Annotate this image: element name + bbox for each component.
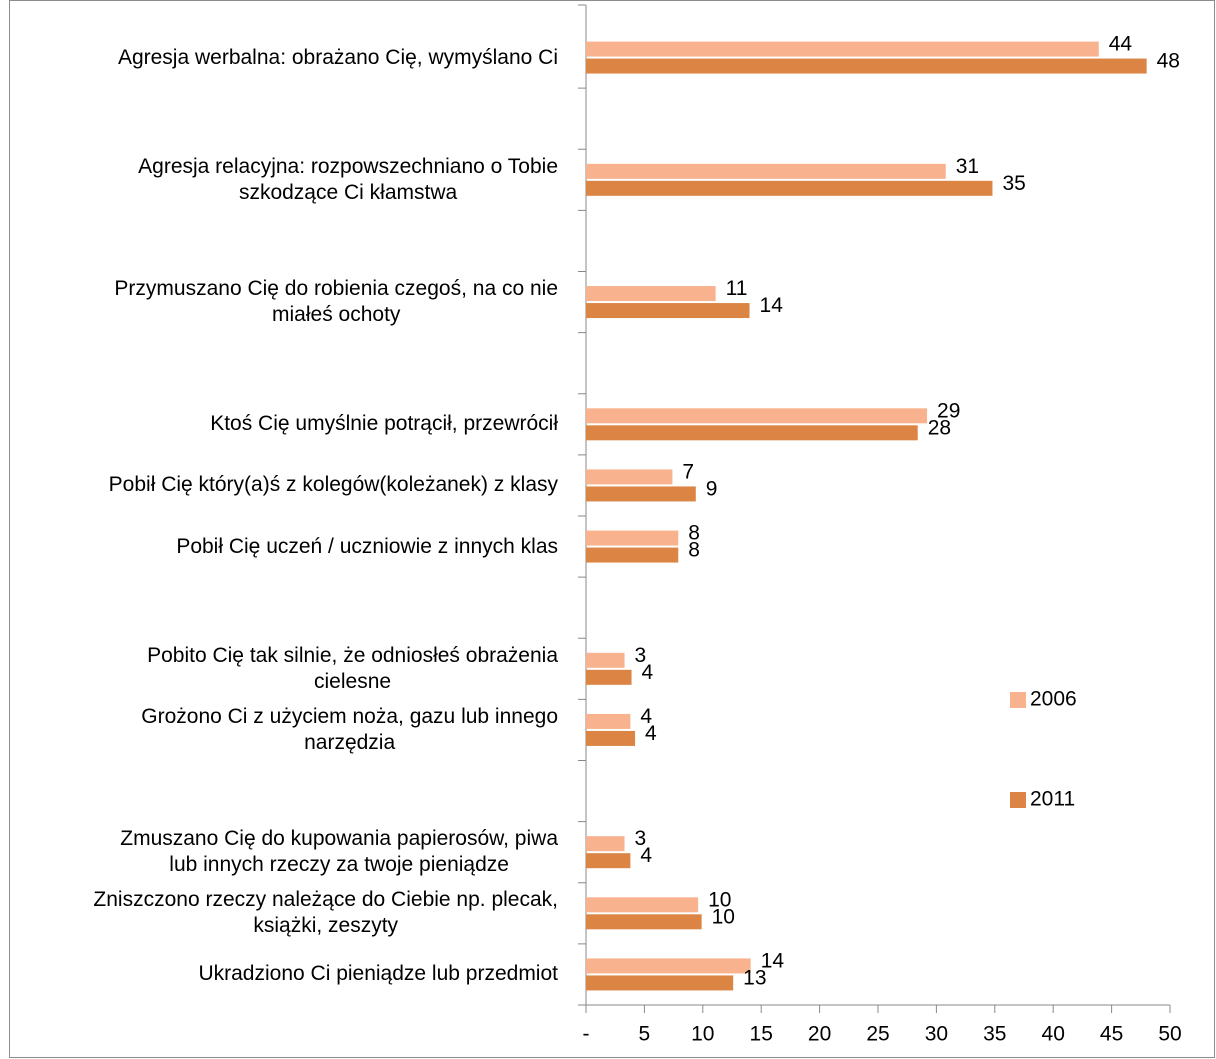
category-label: Grożono Ci z użyciem noża, gazu lub inne… [141, 704, 558, 754]
category-label: Ktoś Cię umyślnie potrącił, przewrócił [210, 412, 558, 436]
bar [586, 303, 750, 319]
value-label: 4 [645, 722, 657, 745]
x-tick-label: 45 [1100, 1023, 1123, 1046]
x-tick-label: 30 [925, 1023, 948, 1046]
value-label: 13 [743, 966, 766, 989]
x-tick-label: 40 [1042, 1023, 1065, 1046]
bar [586, 652, 625, 668]
bar [586, 180, 993, 196]
bar [586, 530, 679, 546]
category-label: Przymuszano Cię do robienia czegoś, na c… [114, 277, 558, 327]
value-label: 4 [642, 661, 654, 684]
bar [586, 713, 631, 729]
legend-swatch [1010, 792, 1026, 808]
bar [586, 730, 636, 746]
bar [586, 41, 1099, 57]
x-tick-label: 50 [1158, 1023, 1181, 1046]
value-label: 35 [1002, 172, 1025, 195]
bar [586, 975, 734, 991]
x-tick-label: 25 [866, 1023, 889, 1046]
bar [586, 286, 716, 302]
x-tick-label: 15 [750, 1023, 773, 1046]
value-label: 4 [640, 705, 652, 728]
category-label: Agresja werbalna: obrażano Cię, wymyślan… [117, 45, 558, 69]
value-label: 10 [712, 905, 735, 928]
bar [586, 836, 625, 852]
x-tick-label: 20 [808, 1023, 831, 1046]
value-label: 14 [761, 949, 785, 972]
value-label: 48 [1157, 50, 1180, 73]
category-label: Pobił Cię uczeń / uczniowie z innych kla… [176, 534, 558, 558]
category-label: Pobił Cię który(a)ś z kolegów(koleżanek)… [108, 473, 558, 497]
bar [586, 425, 918, 441]
bar [586, 853, 631, 869]
category-label: Agresja relacyjna: rozpowszechniano o To… [138, 154, 558, 204]
value-label: 31 [956, 155, 979, 178]
bar [586, 669, 632, 685]
x-tick-label: 10 [691, 1023, 714, 1046]
bar [586, 469, 673, 485]
category-label: Zniszczono rzeczy należące do Ciebie np.… [93, 888, 558, 938]
value-label: 8 [688, 539, 700, 562]
bar [586, 958, 751, 974]
value-label: 10 [708, 888, 731, 911]
value-label: 8 [688, 522, 700, 545]
value-label: 11 [726, 277, 748, 300]
x-tick-label: 5 [639, 1023, 651, 1046]
value-label: 3 [635, 827, 647, 850]
bar [586, 58, 1147, 74]
x-tick-label: 35 [983, 1023, 1006, 1046]
bar [586, 547, 679, 563]
chart-border [9, 0, 1215, 1058]
category-label: Pobito Cię tak silnie, że odniosłeś obra… [147, 643, 558, 693]
bar [586, 914, 702, 930]
category-label: Ukradziono Ci pieniądze lub przedmiot [198, 962, 558, 986]
value-label: 29 [937, 399, 960, 422]
legend-swatch [1010, 692, 1026, 708]
x-tick-label: - [583, 1023, 590, 1046]
value-label: 4 [640, 844, 652, 867]
bar [586, 163, 946, 179]
bar [586, 897, 699, 913]
value-label: 7 [682, 460, 694, 483]
legend-label: 2011 [1030, 788, 1075, 811]
value-label: 44 [1109, 33, 1133, 56]
bar [586, 408, 928, 424]
value-label: 14 [760, 294, 784, 317]
value-label: 28 [928, 416, 951, 439]
bar [586, 486, 696, 502]
legend-label: 2006 [1030, 688, 1077, 711]
value-label: 9 [706, 477, 718, 500]
category-label: Zmuszano Cię do kupowania papierosów, pi… [120, 827, 558, 877]
value-label: 3 [635, 644, 647, 667]
